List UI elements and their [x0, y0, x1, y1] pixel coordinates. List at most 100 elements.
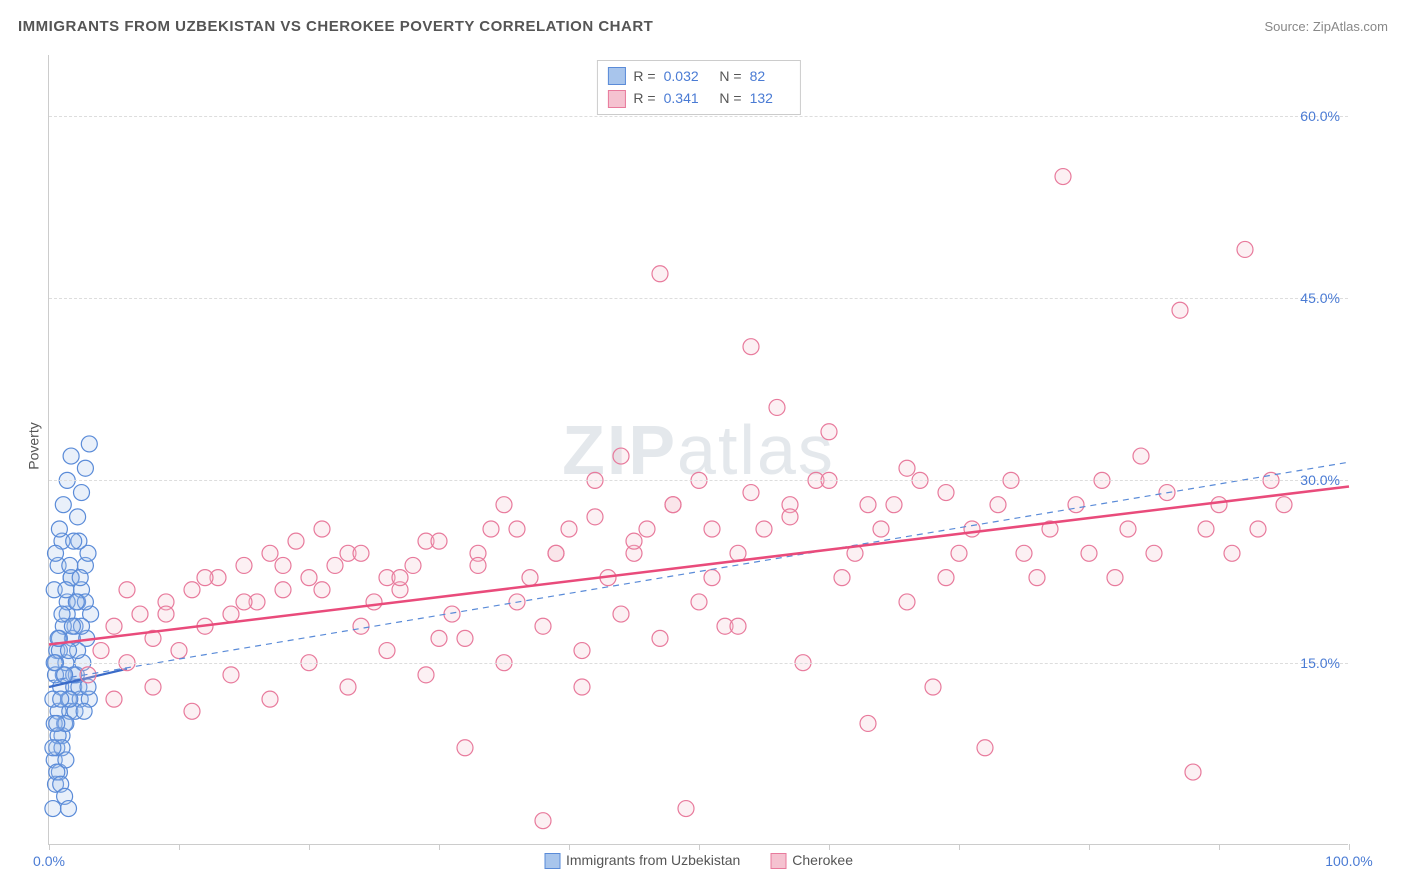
- y-axis-label: Poverty: [26, 422, 42, 469]
- data-point: [561, 521, 577, 537]
- data-point: [769, 399, 785, 415]
- legend-label: Immigrants from Uzbekistan: [566, 852, 740, 868]
- legend-swatch: [544, 853, 560, 869]
- data-point: [62, 557, 78, 573]
- data-point: [1172, 302, 1188, 318]
- data-point: [613, 606, 629, 622]
- data-point: [470, 557, 486, 573]
- data-point: [691, 594, 707, 610]
- stats-row: R = 0.341 N = 132: [607, 87, 789, 109]
- data-point: [1224, 545, 1240, 561]
- chart-container: IMMIGRANTS FROM UZBEKISTAN VS CHEROKEE P…: [0, 0, 1406, 892]
- data-point: [45, 801, 61, 817]
- data-point: [197, 570, 213, 586]
- data-point: [1250, 521, 1266, 537]
- data-point: [925, 679, 941, 695]
- data-point: [1198, 521, 1214, 537]
- data-point: [535, 618, 551, 634]
- data-point: [63, 448, 79, 464]
- x-tick: [1219, 844, 1220, 850]
- stat-r-value: 0.032: [664, 65, 704, 87]
- stat-n-label: N =: [712, 87, 742, 109]
- data-point: [405, 557, 421, 573]
- data-point: [639, 521, 655, 537]
- data-point: [704, 570, 720, 586]
- data-point: [431, 630, 447, 646]
- data-point: [106, 618, 122, 634]
- data-point: [301, 570, 317, 586]
- y-tick-label: 60.0%: [1300, 108, 1340, 124]
- legend-swatch: [770, 853, 786, 869]
- data-point: [275, 557, 291, 573]
- x-tick: [959, 844, 960, 850]
- stat-r-label: R =: [633, 87, 655, 109]
- data-point: [977, 740, 993, 756]
- data-point: [93, 643, 109, 659]
- data-point: [756, 521, 772, 537]
- y-tick-label: 30.0%: [1300, 472, 1340, 488]
- data-point: [548, 545, 564, 561]
- stats-swatch: [607, 90, 625, 108]
- grid-line: [49, 663, 1348, 664]
- data-point: [743, 485, 759, 501]
- data-point: [587, 509, 603, 525]
- data-point: [483, 521, 499, 537]
- data-point: [184, 703, 200, 719]
- data-point: [821, 424, 837, 440]
- x-tick: [829, 844, 830, 850]
- legend-label: Cherokee: [792, 852, 853, 868]
- data-point: [886, 497, 902, 513]
- stat-n-label: N =: [712, 65, 742, 87]
- data-point: [1237, 241, 1253, 257]
- data-point: [223, 667, 239, 683]
- plot-area: ZIPatlas R = 0.032 N = 82R = 0.341 N = 1…: [48, 55, 1348, 845]
- data-point: [730, 618, 746, 634]
- data-point: [951, 545, 967, 561]
- data-point: [834, 570, 850, 586]
- grid-line: [49, 480, 1348, 481]
- data-point: [626, 533, 642, 549]
- legend-item: Immigrants from Uzbekistan: [544, 852, 740, 869]
- data-point: [61, 801, 77, 817]
- data-point: [899, 460, 915, 476]
- data-point: [74, 485, 90, 501]
- data-point: [990, 497, 1006, 513]
- data-point: [275, 582, 291, 598]
- data-point: [1029, 570, 1045, 586]
- series-legend: Immigrants from Uzbekistan Cherokee: [544, 852, 853, 869]
- data-point: [66, 533, 82, 549]
- data-point: [54, 606, 70, 622]
- grid-line: [49, 116, 1348, 117]
- data-point: [262, 691, 278, 707]
- data-point: [53, 691, 69, 707]
- data-point: [431, 533, 447, 549]
- data-point: [1120, 521, 1136, 537]
- data-point: [132, 606, 148, 622]
- data-point: [938, 570, 954, 586]
- data-point: [76, 703, 92, 719]
- data-point: [457, 740, 473, 756]
- data-point: [262, 545, 278, 561]
- data-point: [782, 509, 798, 525]
- data-point: [1016, 545, 1032, 561]
- data-point: [860, 497, 876, 513]
- data-point: [340, 679, 356, 695]
- stats-legend-box: R = 0.032 N = 82R = 0.341 N = 132: [596, 60, 800, 115]
- data-point: [327, 557, 343, 573]
- data-point: [509, 521, 525, 537]
- x-tick: [1089, 844, 1090, 850]
- data-point: [379, 643, 395, 659]
- data-point: [938, 485, 954, 501]
- data-point: [106, 691, 122, 707]
- x-tick: [439, 844, 440, 850]
- legend-item: Cherokee: [770, 852, 853, 869]
- header: IMMIGRANTS FROM UZBEKISTAN VS CHEROKEE P…: [18, 18, 1388, 35]
- data-point: [704, 521, 720, 537]
- data-point: [48, 545, 64, 561]
- data-point: [665, 497, 681, 513]
- data-point: [353, 618, 369, 634]
- data-point: [964, 521, 980, 537]
- data-point: [496, 497, 512, 513]
- x-tick: [179, 844, 180, 850]
- data-point: [119, 582, 135, 598]
